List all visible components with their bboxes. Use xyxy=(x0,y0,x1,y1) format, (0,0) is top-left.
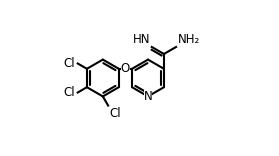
Text: Cl: Cl xyxy=(63,86,75,99)
Text: Cl: Cl xyxy=(63,57,75,70)
Text: O: O xyxy=(121,62,130,75)
Text: HN: HN xyxy=(133,33,150,46)
Text: NH₂: NH₂ xyxy=(178,33,200,46)
Text: N: N xyxy=(144,90,152,103)
Text: Cl: Cl xyxy=(109,107,121,120)
